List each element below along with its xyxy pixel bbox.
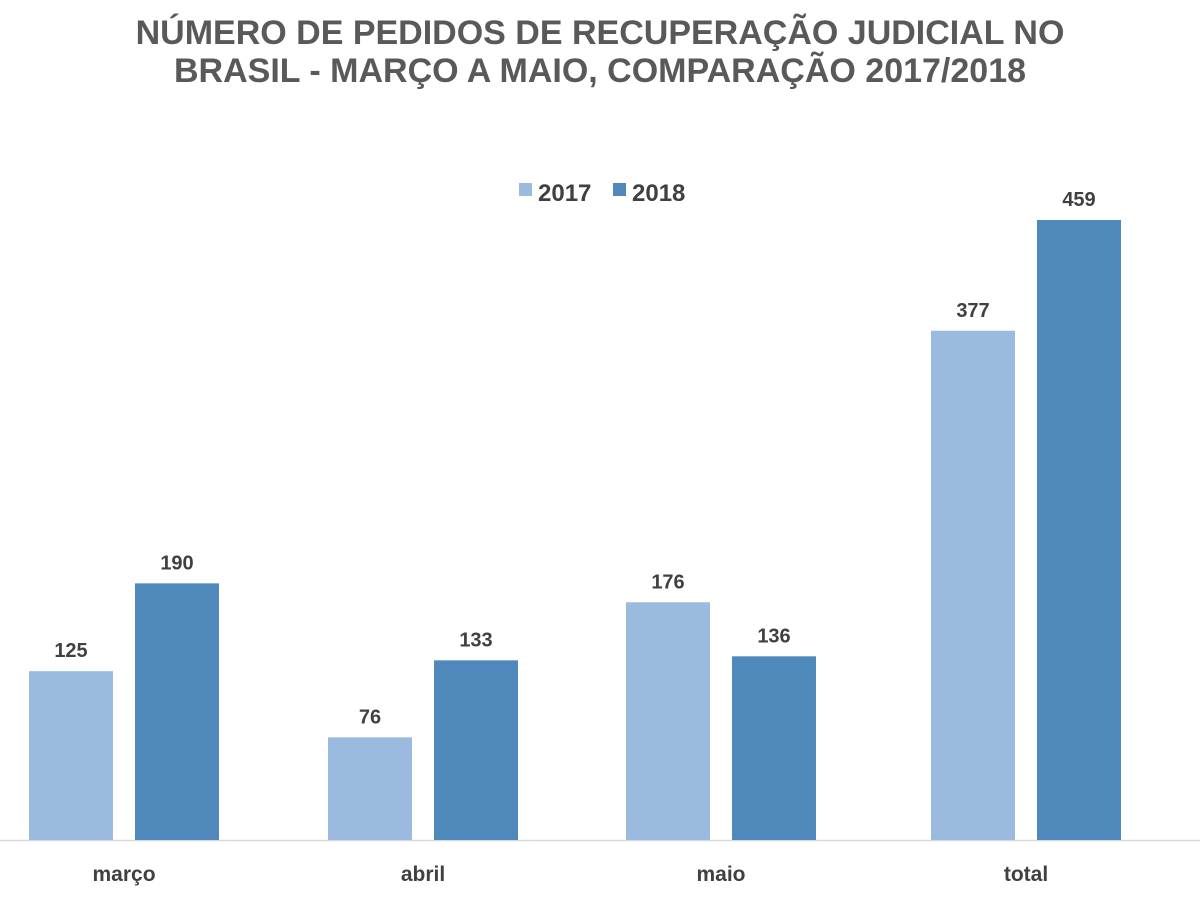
legend-swatch-2018 — [613, 183, 626, 196]
data-label-2017-1: 76 — [359, 706, 381, 728]
bar-2018-3 — [1037, 220, 1121, 840]
bar-2018-2 — [732, 656, 816, 840]
data-label-2017-3: 377 — [956, 300, 989, 322]
bar-2018-0 — [135, 583, 219, 840]
bar-2017-3 — [931, 330, 1015, 840]
data-label-2018-2: 136 — [757, 625, 790, 647]
category-label-1: abril — [401, 863, 445, 886]
data-label-2017-2: 176 — [651, 571, 684, 593]
data-label-2017-0: 125 — [54, 640, 87, 662]
category-label-0: março — [92, 863, 155, 886]
chart-title-line-1: NÚMERO DE PEDIDOS DE RECUPERAÇÃO JUDICIA… — [135, 14, 1065, 52]
chart-title-line-2: BRASIL - MARÇO A MAIO, COMPARAÇÃO 2017/2… — [173, 52, 1027, 90]
bar-2017-1 — [328, 737, 412, 840]
bar-2018-1 — [434, 660, 518, 840]
legend-label-2018: 2018 — [632, 180, 685, 207]
legend-swatch-2017 — [519, 183, 532, 196]
legend-label-2017: 2017 — [538, 180, 591, 207]
category-label-2: maio — [696, 863, 745, 886]
data-label-2018-3: 459 — [1062, 189, 1095, 211]
category-label-3: total — [1004, 863, 1048, 886]
data-label-2018-1: 133 — [459, 629, 492, 651]
data-label-2018-0: 190 — [160, 552, 193, 574]
bar-2017-2 — [626, 602, 710, 840]
bar-2017-0 — [29, 671, 113, 840]
